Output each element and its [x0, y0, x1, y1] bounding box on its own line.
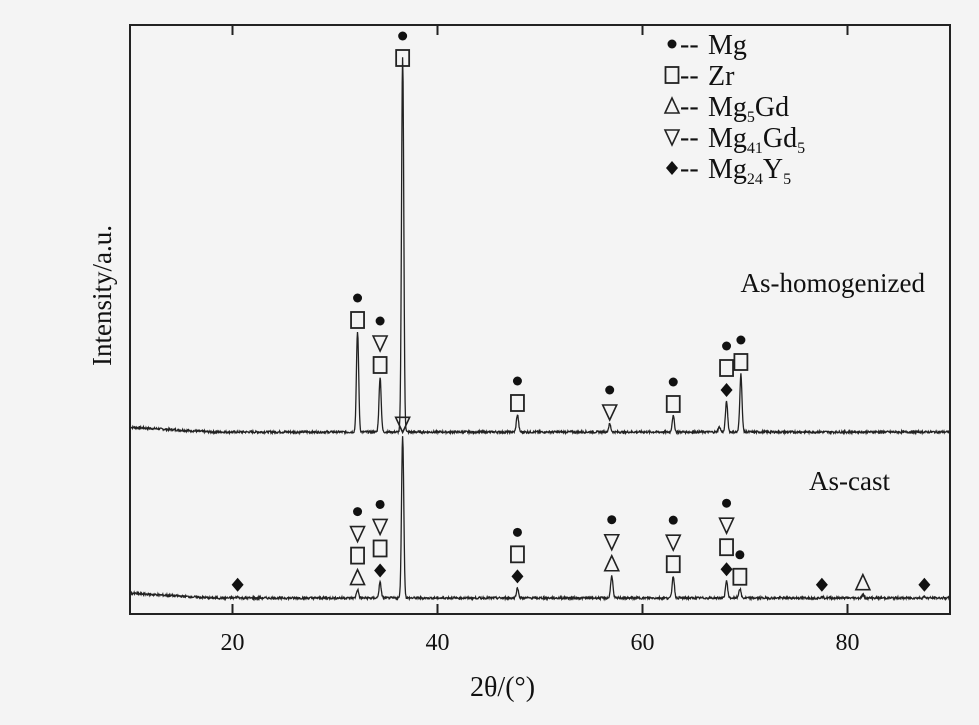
triangle-down-marker [371, 335, 389, 353]
triangle-down-marker [718, 517, 735, 536]
filled-diamond-marker [511, 569, 524, 584]
plot-frame [129, 24, 951, 615]
x-tick-label: 20 [221, 630, 245, 656]
square-marker [510, 394, 525, 412]
legend-triangle-up-marker [663, 96, 681, 114]
x-tick-label: 40 [426, 630, 450, 656]
series-label-as-homogenized: As-homogenized [741, 268, 926, 298]
filled-circle-marker [607, 515, 617, 525]
legend-dash: -- [680, 60, 699, 91]
filled-circle-marker [353, 507, 363, 517]
series-label-as-cast: As-cast [809, 466, 890, 496]
legend-label: Mg5​Gd [708, 92, 789, 126]
square-marker [350, 311, 365, 329]
filled-circle-marker [668, 515, 678, 525]
filled-circle-marker [353, 293, 363, 303]
legend-filled-circle-marker [667, 39, 677, 49]
filled-diamond-marker [231, 577, 244, 592]
filled-circle-marker [736, 335, 746, 345]
legend-filled-diamond-marker [666, 161, 678, 175]
triangle-down-marker [394, 416, 411, 435]
filled-circle-marker [735, 550, 745, 560]
legend-label: Mg [708, 30, 747, 61]
legend-square-marker [664, 66, 680, 84]
triangle-down-marker [603, 533, 621, 552]
square-marker [350, 546, 365, 565]
filled-diamond-marker [720, 562, 733, 577]
square-marker [395, 49, 411, 67]
square-marker [719, 359, 734, 377]
triangle-up-marker [854, 572, 872, 591]
triangle-up-marker [349, 567, 366, 586]
triangle-up-marker [603, 553, 621, 572]
legend-dash: -- [680, 91, 699, 122]
square-marker [733, 353, 749, 371]
filled-circle-marker [398, 31, 408, 41]
square-marker [719, 538, 734, 557]
legend-dash: -- [680, 29, 699, 60]
filled-diamond-marker [374, 563, 387, 578]
filled-circle-marker [375, 316, 385, 326]
square-marker [372, 356, 388, 374]
legend-label: Mg24​Y5​ [708, 154, 791, 188]
x-tick-label: 80 [836, 630, 860, 656]
x-tick-label: 60 [631, 630, 655, 656]
square-marker [665, 555, 681, 574]
filled-diamond-marker [815, 577, 828, 592]
square-marker [665, 395, 681, 413]
filled-circle-marker [512, 527, 522, 537]
filled-circle-marker [375, 499, 385, 509]
triangle-down-marker [371, 518, 389, 537]
legend-dash: -- [680, 122, 699, 153]
legend-dash: -- [680, 153, 699, 184]
square-marker [732, 567, 748, 586]
legend-triangle-down-marker [663, 129, 681, 147]
triangle-down-marker [664, 534, 682, 553]
filled-circle-marker [722, 341, 732, 351]
series-line-as-homogenized [129, 57, 951, 436]
filled-diamond-marker [918, 577, 931, 592]
y-axis-label: Intensity/a.u. [72, 165, 132, 425]
legend-label: Zr [708, 61, 735, 92]
filled-diamond-marker [720, 383, 733, 397]
series-line-as-cast [129, 436, 951, 602]
triangle-down-marker [601, 404, 618, 422]
legend-label: Mg41​Gd5​ [708, 123, 805, 157]
filled-circle-marker [668, 377, 678, 387]
filled-circle-marker [605, 385, 615, 395]
square-marker [372, 539, 388, 558]
y-axis-label-text: Intensity/a.u. [86, 224, 117, 366]
filled-circle-marker [722, 498, 732, 508]
triangle-down-marker [349, 525, 366, 544]
filled-circle-marker [512, 376, 522, 386]
square-marker [510, 545, 525, 564]
x-axis-label: 2θ/(°) [470, 672, 536, 703]
